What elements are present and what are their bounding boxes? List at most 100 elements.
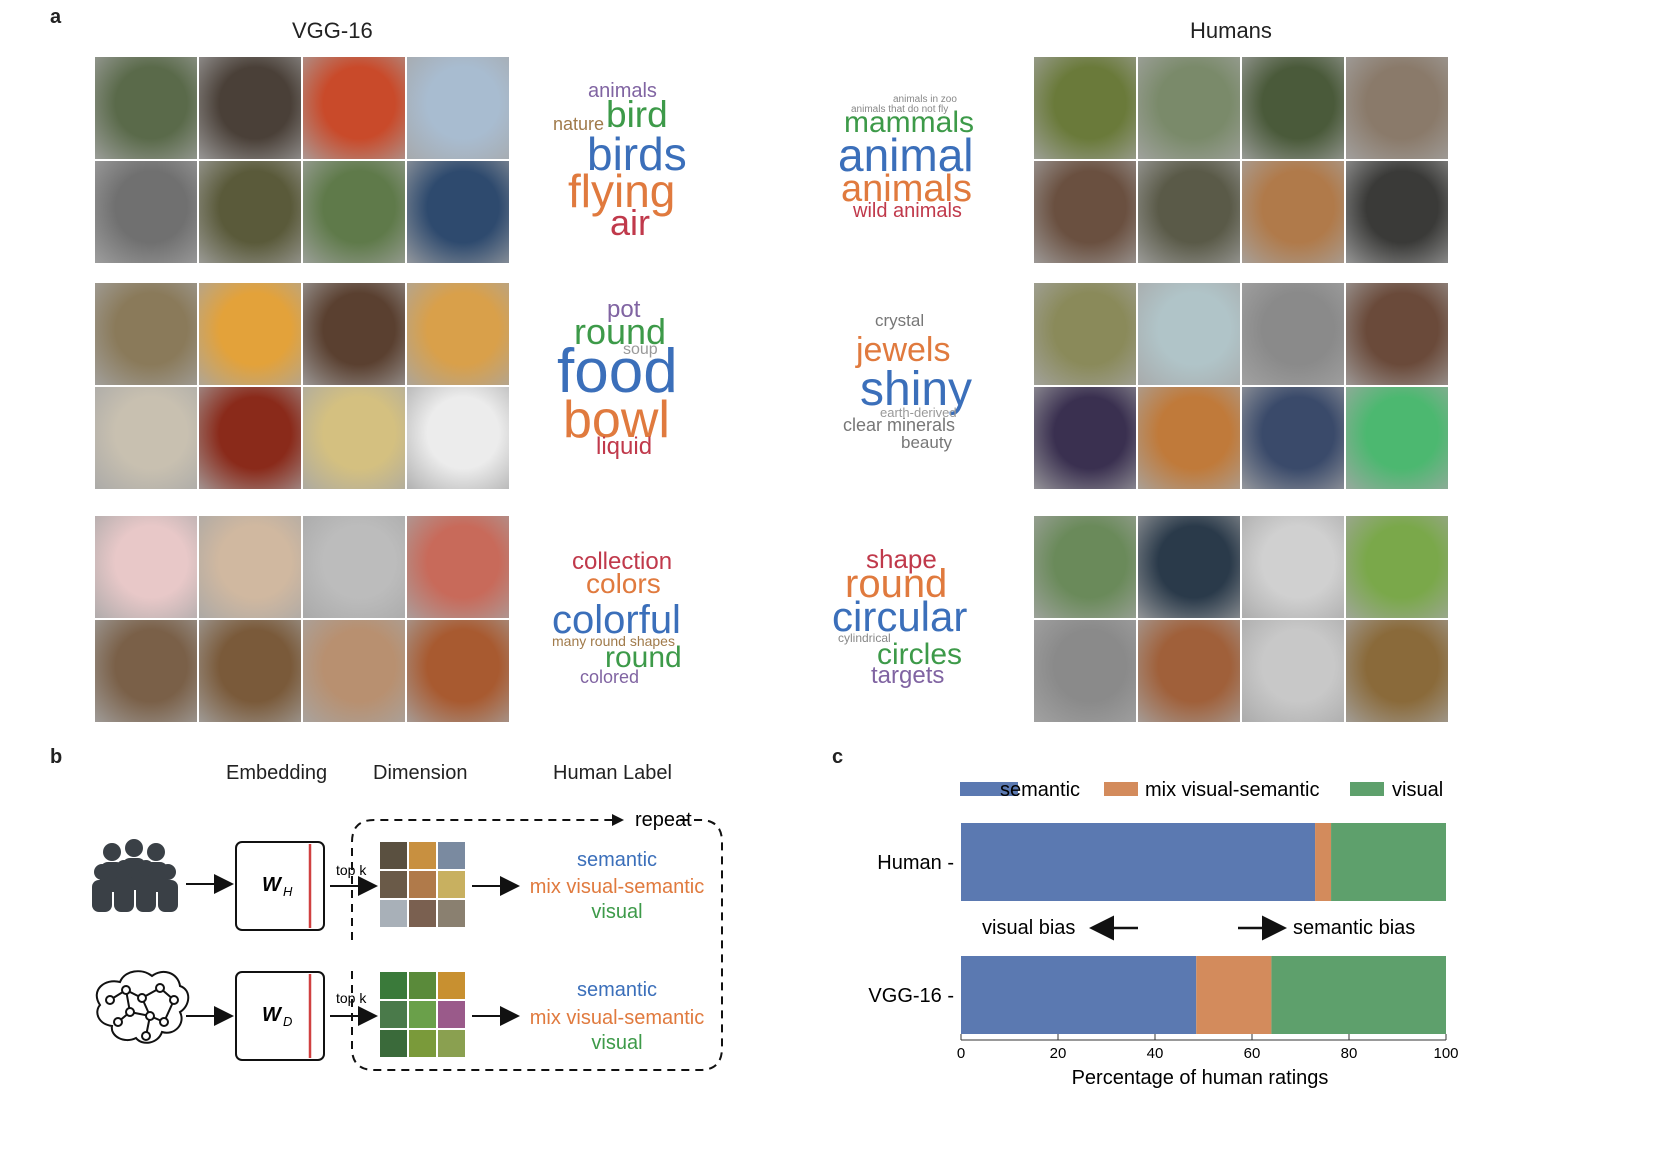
- brain-network-nodes: [105, 983, 179, 1041]
- cloud-word: animals that do not fly: [851, 104, 949, 115]
- legend-label-semantic: semantic: [1000, 779, 1080, 801]
- photo-thumbnail: [407, 516, 509, 618]
- cloud-word: beauty: [901, 433, 953, 452]
- dimension-thumbnail: [380, 842, 407, 869]
- photo-thumbnail: [303, 516, 405, 618]
- cloud-word: pot: [607, 296, 641, 323]
- visual-bias-label: visual bias: [982, 917, 1075, 939]
- bar-segment-visual: [1271, 956, 1446, 1034]
- cloud-word: shiny: [860, 363, 973, 416]
- dimension-thumbnail: [380, 871, 407, 898]
- pipeline-diagram: W H W D top k top k repeat semantic mix …: [92, 809, 723, 1071]
- legend-label-visual: visual: [1392, 779, 1443, 801]
- cloud-word: mammals: [844, 106, 975, 139]
- cloud-word: earth-derived: [880, 405, 957, 420]
- photo-thumbnail: [1346, 516, 1448, 618]
- cloud-word: birds: [587, 128, 687, 180]
- cloud-word: many round shapes: [552, 633, 675, 649]
- dimension-thumbnail: [438, 972, 465, 999]
- photo-thumbnail: [1242, 161, 1344, 263]
- photo-thumbnail: [1138, 161, 1240, 263]
- x-tick-label: 100: [1433, 1045, 1458, 1062]
- photo-thumbnail: [199, 620, 301, 722]
- dimension-thumbnail: [380, 1001, 407, 1028]
- cloud-word: colored: [580, 667, 640, 687]
- photo-thumbnail: [1242, 516, 1344, 618]
- bar-segment-semantic: [961, 956, 1197, 1034]
- x-tick-label: 80: [1341, 1045, 1358, 1062]
- x-tick-label: 60: [1244, 1045, 1261, 1062]
- repeat-label: repeat: [635, 809, 692, 831]
- photo-thumbnail: [407, 57, 509, 159]
- photo-thumbnail: [303, 57, 405, 159]
- dimension-thumbnail: [380, 1030, 407, 1057]
- human-label-header: Human Label: [553, 762, 672, 784]
- panel-a-letter: a: [50, 6, 62, 28]
- label-visual-top: visual: [591, 901, 642, 923]
- label-mix-bottom: mix visual-semantic: [530, 1007, 704, 1029]
- legend-swatch-mix: [1104, 782, 1138, 796]
- photo-thumbnail: [199, 161, 301, 263]
- category-label: VGG-16 -: [868, 985, 954, 1007]
- photo-thumbnail: [407, 283, 509, 385]
- photo-thumbnail: [1138, 516, 1240, 618]
- cloud-word: liquid: [596, 433, 653, 460]
- dimension-thumbnail: [409, 972, 436, 999]
- brain-network-icon: [95, 970, 190, 1044]
- cloud-word: shape: [866, 544, 937, 574]
- cloud-word: round: [845, 562, 948, 606]
- cloud-word: animals in zoo: [893, 94, 957, 105]
- cloud-word: wild animals: [853, 200, 962, 222]
- photo-thumbnail: [1242, 57, 1344, 159]
- chart-bars: [961, 823, 1446, 1034]
- photo-thumbnail: [1138, 387, 1240, 489]
- people-group-icon: [92, 839, 178, 912]
- cloud-word: flying: [568, 165, 676, 217]
- dimension-thumbnail: [409, 1001, 436, 1028]
- photo-thumbnail: [95, 57, 197, 159]
- cloud-word: clear minerals: [843, 415, 956, 435]
- cloud-word: animals: [841, 168, 972, 210]
- photo-thumbnail: [1138, 57, 1240, 159]
- dimension-thumbnail: [438, 900, 465, 927]
- photo-thumbnail: [1034, 57, 1136, 159]
- dimension-thumbnail: [380, 900, 407, 927]
- photo-thumbnail: [1034, 620, 1136, 722]
- bar-segment-mix-visual-semantic: [1315, 823, 1332, 901]
- cloud-word: colors: [586, 568, 661, 599]
- panel-c-letter: c: [832, 746, 844, 768]
- humans-column-title: Humans: [1190, 18, 1272, 43]
- category-label: Human -: [877, 852, 954, 874]
- photo-thumbnail: [1138, 620, 1240, 722]
- cloud-word: circular: [832, 593, 968, 640]
- dimension-thumbnail: [409, 871, 436, 898]
- cloud-word: bowl: [563, 391, 670, 449]
- photo-thumbnail: [95, 620, 197, 722]
- photo-thumbnail: [303, 161, 405, 263]
- photo-thumbnail: [1346, 161, 1448, 263]
- dimension-thumbnail: [438, 842, 465, 869]
- photo-thumbnail: [1346, 387, 1448, 489]
- vgg16-column-title: VGG-16: [292, 18, 373, 43]
- dimension-thumbnails-top: [380, 842, 465, 927]
- cloud-word: crystal: [875, 311, 925, 330]
- bar-segment-mix-visual-semantic: [1196, 956, 1272, 1034]
- photo-thumbnail: [95, 387, 197, 489]
- dimension-thumbnail: [409, 900, 436, 927]
- photo-thumbnail: [1034, 516, 1136, 618]
- x-axis-label: Percentage of human ratings: [1072, 1067, 1329, 1089]
- photo-thumbnail: [1034, 283, 1136, 385]
- embedding-header: Embedding: [226, 762, 328, 784]
- photo-thumbnail: [303, 387, 405, 489]
- photo-thumbnail: [407, 387, 509, 489]
- label-visual-bottom: visual: [591, 1032, 642, 1054]
- repeat-loop: [351, 819, 620, 940]
- x-axis: 0 20 40 60 80 100: [957, 1034, 1459, 1062]
- photo-thumbnail: [1346, 283, 1448, 385]
- cloud-word: cylindrical: [838, 631, 891, 645]
- photo-thumbnail: [1034, 387, 1136, 489]
- label-semantic-bottom: semantic: [577, 979, 657, 1001]
- cloud-word: jewels: [856, 331, 951, 369]
- chart-legend: semantic mix visual-semantic visual: [960, 779, 1443, 801]
- category-labels: Human - VGG-16 -: [868, 852, 954, 1007]
